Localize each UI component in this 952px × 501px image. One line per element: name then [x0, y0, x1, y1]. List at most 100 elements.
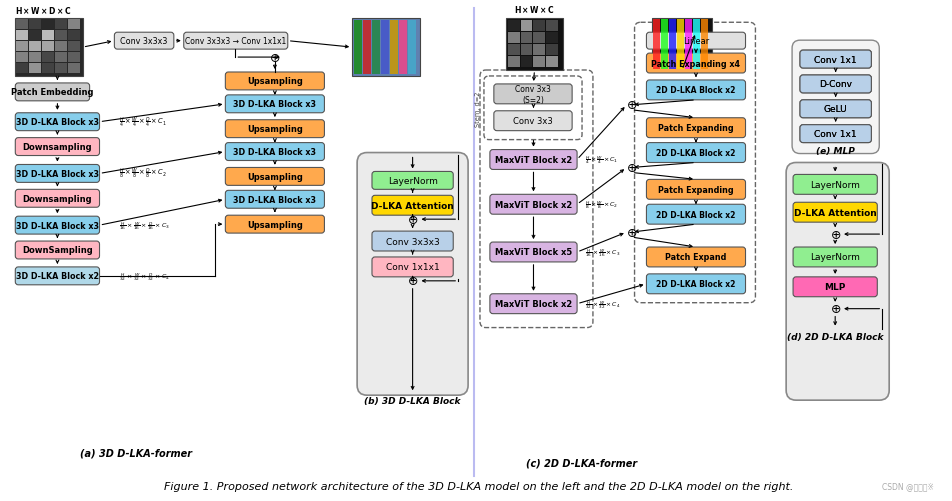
FancyBboxPatch shape: [226, 73, 325, 91]
Bar: [701, 20, 708, 70]
FancyBboxPatch shape: [646, 119, 745, 138]
FancyBboxPatch shape: [490, 195, 577, 215]
Bar: [30, 42, 41, 52]
Bar: [68, 42, 80, 52]
Bar: [42, 64, 54, 74]
FancyBboxPatch shape: [226, 120, 325, 138]
FancyBboxPatch shape: [226, 168, 325, 186]
Text: Conv 1x1: Conv 1x1: [814, 56, 857, 65]
Bar: [68, 53, 80, 63]
Bar: [363, 21, 371, 75]
Text: Upsampling: Upsampling: [247, 172, 303, 181]
Bar: [42, 31, 54, 41]
Bar: [55, 42, 67, 52]
Text: Figure 1. Proposed network architecture of the 3D D-LKA model on the left and th: Figure 1. Proposed network architecture …: [165, 481, 794, 490]
Text: 3D D-LKA Block x3: 3D D-LKA Block x3: [233, 100, 316, 109]
Text: $\frac{H}{8} \times \frac{W}{8} \times \frac{D}{8} \times C_2$: $\frac{H}{8} \times \frac{W}{8} \times \…: [119, 167, 167, 181]
Text: MaxViT Block x5: MaxViT Block x5: [495, 248, 572, 257]
FancyBboxPatch shape: [15, 84, 89, 102]
Bar: [399, 21, 407, 75]
FancyBboxPatch shape: [372, 258, 453, 277]
FancyBboxPatch shape: [114, 33, 174, 50]
Bar: [521, 45, 532, 56]
Text: $\mathbf{H \times W \times C}$: $\mathbf{H \times W \times C}$: [514, 5, 555, 16]
Text: Conv 3x3: Conv 3x3: [513, 117, 553, 126]
Text: MaxViT Block x2: MaxViT Block x2: [495, 156, 572, 165]
FancyBboxPatch shape: [800, 51, 871, 69]
Text: $\oplus$: $\oplus$: [625, 226, 637, 239]
FancyBboxPatch shape: [646, 81, 745, 101]
Bar: [389, 21, 398, 75]
FancyBboxPatch shape: [15, 190, 100, 208]
Text: 3D D-LKA Block x3: 3D D-LKA Block x3: [16, 169, 99, 178]
Text: $\oplus$: $\oplus$: [407, 213, 418, 226]
Text: $\oplus$: $\oplus$: [407, 275, 418, 288]
Text: (a) 3D D-LKA-former: (a) 3D D-LKA-former: [80, 448, 192, 458]
Bar: [68, 31, 80, 41]
FancyBboxPatch shape: [184, 33, 288, 50]
Bar: [507, 57, 520, 68]
Text: D-LKA Attention: D-LKA Attention: [794, 208, 877, 217]
FancyBboxPatch shape: [800, 125, 871, 143]
Text: Patch Embedding: Patch Embedding: [11, 88, 93, 97]
Text: 3D D-LKA Block x3: 3D D-LKA Block x3: [16, 221, 99, 230]
Text: 2D D-LKA Block x2: 2D D-LKA Block x2: [656, 280, 736, 289]
Bar: [381, 21, 388, 75]
Bar: [677, 20, 684, 70]
Bar: [42, 42, 54, 52]
Bar: [546, 45, 558, 56]
FancyBboxPatch shape: [646, 275, 745, 294]
Text: Conv 3x3x3: Conv 3x3x3: [120, 37, 168, 46]
Text: $\oplus$: $\oplus$: [829, 228, 841, 241]
Bar: [507, 45, 520, 56]
Bar: [55, 64, 67, 74]
Bar: [533, 33, 545, 44]
Bar: [653, 20, 661, 70]
FancyBboxPatch shape: [490, 150, 577, 170]
Bar: [55, 20, 67, 30]
Text: Patch Expanding: Patch Expanding: [658, 124, 734, 133]
Text: $\frac{H}{8} \times \frac{W}{8} \times C_2$: $\frac{H}{8} \times \frac{W}{8} \times C…: [585, 199, 618, 211]
Text: Upsampling: Upsampling: [247, 125, 303, 134]
Text: MaxViT Block x2: MaxViT Block x2: [495, 300, 572, 309]
Bar: [30, 64, 41, 74]
FancyBboxPatch shape: [226, 216, 325, 233]
Bar: [55, 53, 67, 63]
Bar: [16, 42, 29, 52]
Bar: [16, 64, 29, 74]
FancyBboxPatch shape: [793, 277, 878, 297]
Bar: [352, 19, 420, 77]
Bar: [372, 21, 380, 75]
Bar: [16, 31, 29, 41]
Bar: [662, 20, 668, 70]
Bar: [68, 20, 80, 30]
FancyBboxPatch shape: [226, 143, 325, 161]
FancyBboxPatch shape: [372, 172, 453, 190]
Bar: [407, 21, 416, 75]
FancyBboxPatch shape: [793, 247, 878, 268]
Bar: [521, 57, 532, 68]
Bar: [669, 20, 676, 70]
Text: $\oplus$: $\oplus$: [829, 303, 841, 316]
Text: Conv 3x3x3: Conv 3x3x3: [386, 237, 440, 246]
Bar: [507, 33, 520, 44]
Text: 3D D-LKA Block x3: 3D D-LKA Block x3: [233, 148, 316, 157]
Text: (d) 2D D-LKA Block: (d) 2D D-LKA Block: [787, 332, 883, 341]
Text: $\oplus$: $\oplus$: [625, 99, 637, 112]
FancyBboxPatch shape: [793, 203, 878, 223]
FancyBboxPatch shape: [372, 196, 453, 216]
FancyBboxPatch shape: [800, 51, 871, 69]
Text: 2D D-LKA Block x2: 2D D-LKA Block x2: [656, 86, 736, 95]
Bar: [354, 21, 362, 75]
Bar: [685, 20, 692, 70]
FancyBboxPatch shape: [15, 268, 100, 285]
Text: LayerNorm: LayerNorm: [387, 176, 438, 185]
Text: Patch Expanding x4: Patch Expanding x4: [651, 60, 741, 69]
Text: (e) MLP: (e) MLP: [816, 146, 855, 155]
Bar: [15, 19, 83, 77]
Bar: [30, 31, 41, 41]
FancyBboxPatch shape: [800, 76, 871, 94]
Text: Conv 1x1x1: Conv 1x1x1: [386, 263, 440, 272]
Text: Downsampling: Downsampling: [23, 194, 92, 203]
FancyBboxPatch shape: [15, 241, 100, 260]
